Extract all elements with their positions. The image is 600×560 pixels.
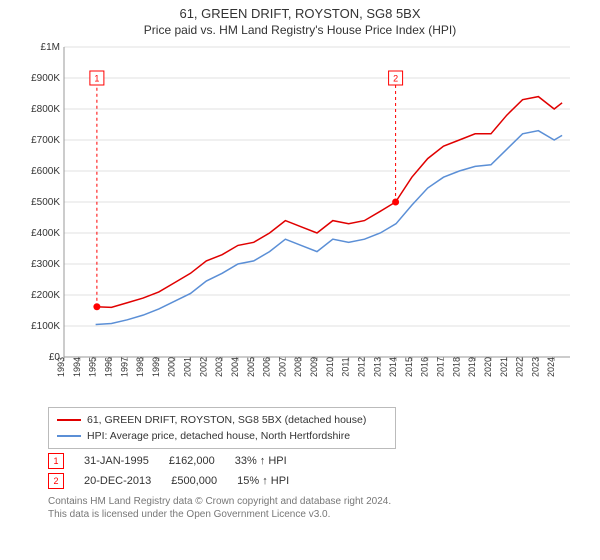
- svg-text:1993: 1993: [56, 357, 66, 377]
- transaction-delta: 15% ↑ HPI: [237, 475, 289, 487]
- svg-text:£600K: £600K: [31, 166, 60, 177]
- legend-swatch: [57, 419, 81, 421]
- svg-text:2000: 2000: [167, 357, 177, 377]
- price-chart: £0£100K£200K£300K£400K£500K£600K£700K£80…: [20, 41, 580, 401]
- svg-text:1995: 1995: [88, 357, 98, 377]
- svg-text:1998: 1998: [135, 357, 145, 377]
- page-subtitle: Price paid vs. HM Land Registry's House …: [8, 23, 592, 37]
- svg-text:2001: 2001: [183, 357, 193, 377]
- svg-text:2010: 2010: [325, 357, 335, 377]
- transaction-price: £162,000: [169, 455, 215, 467]
- transaction-date: 20-DEC-2013: [84, 475, 151, 487]
- svg-text:2003: 2003: [214, 357, 224, 377]
- svg-text:2013: 2013: [372, 357, 382, 377]
- svg-text:2015: 2015: [404, 357, 414, 377]
- svg-text:2016: 2016: [420, 357, 430, 377]
- attribution-footer: Contains HM Land Registry data © Crown c…: [48, 495, 592, 521]
- svg-text:2020: 2020: [483, 357, 493, 377]
- svg-text:2011: 2011: [341, 357, 351, 376]
- svg-text:2018: 2018: [451, 357, 461, 377]
- legend-item: 61, GREEN DRIFT, ROYSTON, SG8 5BX (detac…: [57, 412, 387, 428]
- svg-text:£800K: £800K: [31, 104, 60, 115]
- svg-text:2002: 2002: [198, 357, 208, 377]
- svg-text:1997: 1997: [119, 357, 129, 377]
- svg-text:2: 2: [393, 74, 398, 84]
- legend-swatch: [57, 435, 81, 437]
- transaction-row: 2 20-DEC-2013 £500,000 15% ↑ HPI: [48, 473, 592, 489]
- svg-text:£200K: £200K: [31, 290, 60, 301]
- svg-text:2004: 2004: [230, 357, 240, 377]
- marker-badge: 2: [48, 473, 64, 489]
- svg-text:£100K: £100K: [31, 321, 60, 332]
- legend-label: 61, GREEN DRIFT, ROYSTON, SG8 5BX (detac…: [87, 414, 366, 426]
- svg-text:£700K: £700K: [31, 135, 60, 146]
- svg-text:2023: 2023: [530, 357, 540, 377]
- svg-text:2014: 2014: [388, 357, 398, 377]
- svg-text:2021: 2021: [499, 357, 509, 377]
- svg-text:2008: 2008: [293, 357, 303, 377]
- transaction-price: £500,000: [171, 475, 217, 487]
- svg-text:£300K: £300K: [31, 259, 60, 270]
- svg-text:1996: 1996: [103, 357, 113, 377]
- legend-label: HPI: Average price, detached house, Nort…: [87, 430, 350, 442]
- marker-badge: 1: [48, 453, 64, 469]
- transaction-row: 1 31-JAN-1995 £162,000 33% ↑ HPI: [48, 453, 592, 469]
- svg-text:1999: 1999: [151, 357, 161, 377]
- svg-text:£900K: £900K: [31, 73, 60, 84]
- transactions-list: 1 31-JAN-1995 £162,000 33% ↑ HPI 2 20-DE…: [48, 453, 592, 489]
- svg-text:1994: 1994: [72, 357, 82, 377]
- svg-text:1: 1: [94, 74, 99, 84]
- svg-text:£400K: £400K: [31, 228, 60, 239]
- svg-text:£500K: £500K: [31, 197, 60, 208]
- svg-text:2009: 2009: [309, 357, 319, 377]
- svg-text:2005: 2005: [246, 357, 256, 377]
- svg-text:2022: 2022: [515, 357, 525, 377]
- svg-text:2012: 2012: [356, 357, 366, 377]
- transaction-delta: 33% ↑ HPI: [235, 455, 287, 467]
- chart-legend: 61, GREEN DRIFT, ROYSTON, SG8 5BX (detac…: [48, 407, 396, 449]
- svg-text:2007: 2007: [277, 357, 287, 377]
- svg-text:2024: 2024: [546, 357, 556, 377]
- footer-line: Contains HM Land Registry data © Crown c…: [48, 495, 592, 508]
- page-title: 61, GREEN DRIFT, ROYSTON, SG8 5BX: [8, 6, 592, 21]
- transaction-date: 31-JAN-1995: [84, 455, 149, 467]
- svg-text:£1M: £1M: [41, 42, 60, 53]
- svg-text:2019: 2019: [467, 357, 477, 377]
- svg-text:2006: 2006: [262, 357, 272, 377]
- legend-item: HPI: Average price, detached house, Nort…: [57, 428, 387, 444]
- footer-line: This data is licensed under the Open Gov…: [48, 508, 592, 521]
- svg-text:2017: 2017: [436, 357, 446, 377]
